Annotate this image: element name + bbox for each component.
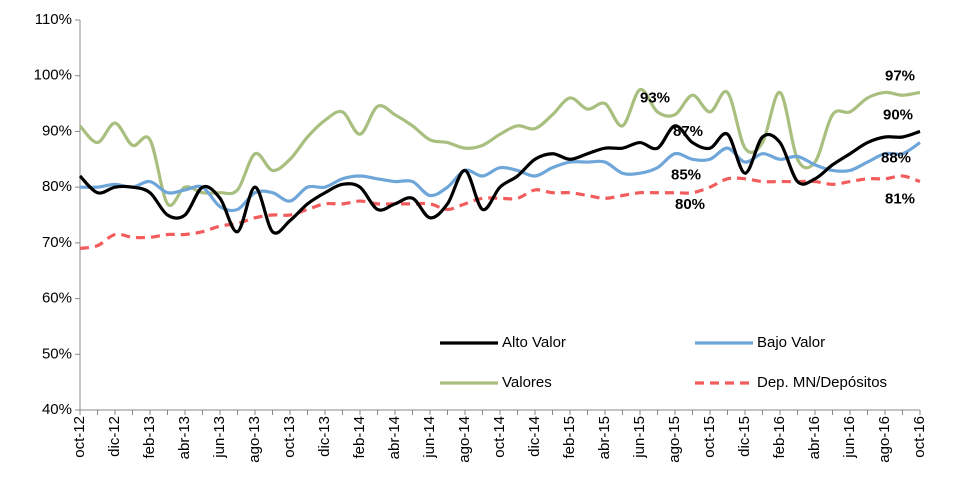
x-tick-label: ago-15 [666,416,683,463]
legend-label: Bajo Valor [757,334,825,351]
y-tick-label: 70% [42,234,72,251]
series-line [78,124,921,235]
x-tick-label: feb-16 [771,416,788,459]
x-tick-label: abr-16 [806,416,823,459]
value-label: 97% [885,67,915,84]
value-label: 88% [881,150,911,167]
legend-label: Alto Valor [502,334,566,351]
x-tick-label: dic-13 [316,416,333,457]
value-label: 80% [675,196,705,213]
x-tick-label: oct-16 [911,416,928,458]
x-tick-label: abr-13 [176,416,193,459]
x-tick-label: abr-15 [596,416,613,459]
y-tick-label: 60% [42,290,72,307]
y-tick-label: 50% [42,345,72,362]
series-line [78,88,921,208]
x-tick-label: oct-15 [701,416,718,458]
x-tick-label: dic-12 [106,416,123,457]
value-label: 85% [671,166,701,183]
x-tick-label: oct-14 [491,416,508,458]
x-tick-label: dic-15 [736,416,753,457]
x-tick-label: ago-13 [246,416,263,463]
x-tick-label: feb-14 [351,416,368,459]
x-tick-label: dic-14 [526,416,543,457]
x-tick-label: jun-15 [631,416,648,459]
x-tick-label: oct-12 [71,416,88,458]
x-tick-label: abr-14 [386,416,403,459]
legend-label: Valores [502,374,552,391]
x-tick-label: feb-13 [141,416,158,459]
value-label: 81% [885,191,915,208]
series-line [79,141,921,213]
x-tick-label: ago-16 [876,416,893,463]
x-tick-label: oct-13 [281,416,298,458]
x-tick-label: jun-16 [841,416,858,459]
value-label: 93% [640,90,670,107]
y-tick-label: 80% [42,178,72,195]
y-tick-label: 110% [35,11,72,28]
value-label: 90% [883,106,913,123]
x-tick-label: jun-13 [211,416,228,459]
y-tick-label: 90% [42,122,72,139]
y-tick-label: 100% [34,67,72,84]
legend-label: Dep. MN/Depósitos [757,374,887,391]
x-tick-label: jun-14 [421,416,438,459]
y-tick-label: 40% [42,401,72,418]
x-tick-label: feb-15 [561,416,578,459]
x-tick-label: ago-14 [456,416,473,463]
value-label: 87% [673,123,703,140]
